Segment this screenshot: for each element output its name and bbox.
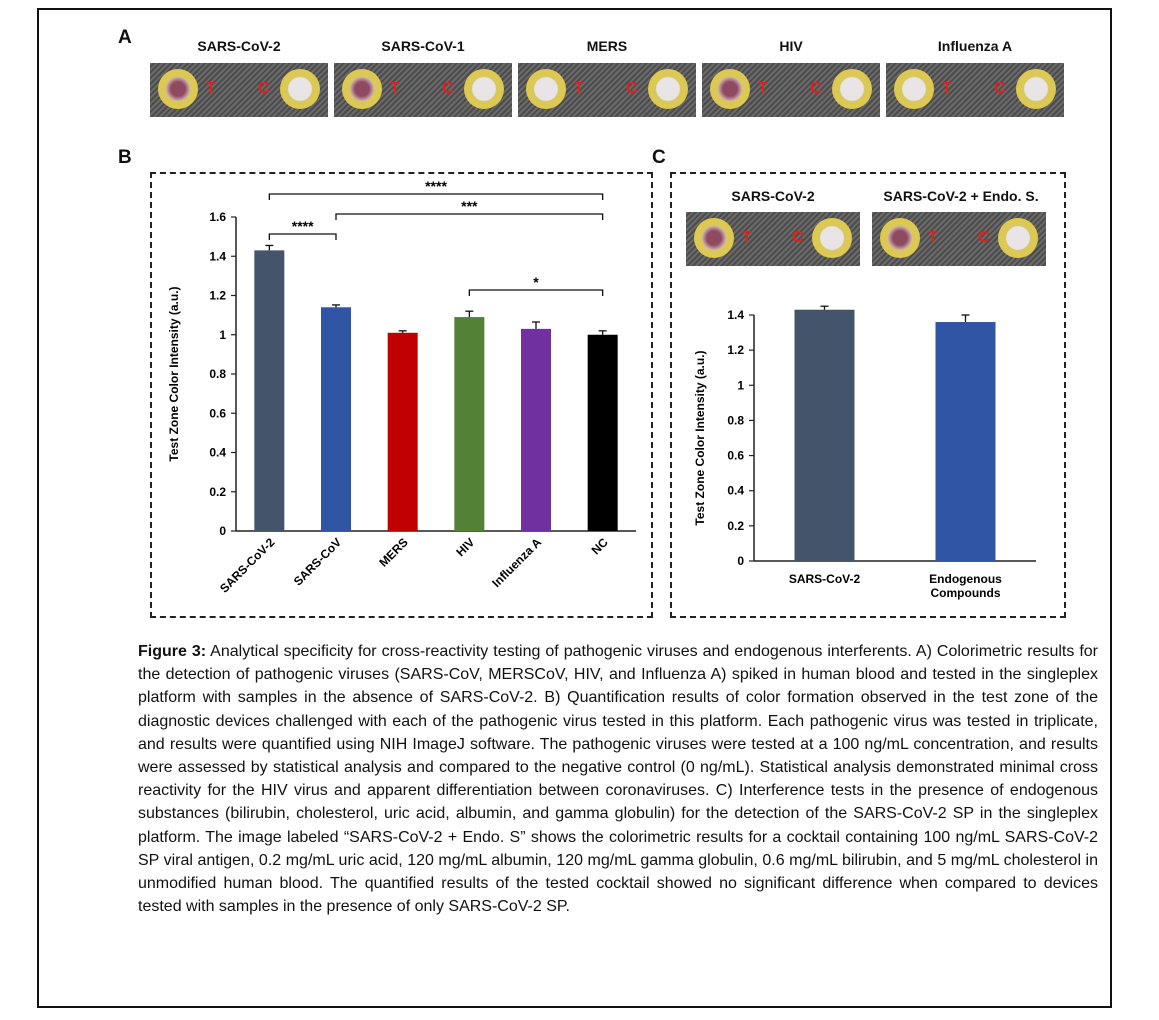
panel-b-frame bbox=[150, 172, 653, 618]
x-tick-label-influenza-a: Influenza A bbox=[489, 535, 544, 590]
device-image-mers: T C bbox=[518, 63, 696, 117]
control-letter: C bbox=[810, 80, 822, 97]
panel-c-label: C bbox=[652, 147, 666, 168]
significance-label: *** bbox=[461, 198, 478, 214]
device-image-sars-cov-2: T C bbox=[150, 63, 328, 117]
panel-b-label: B bbox=[118, 147, 132, 168]
y-tick-label: 0 bbox=[219, 524, 226, 538]
bar-sars-cov-2 bbox=[254, 250, 285, 532]
bar-sars-cov-2 bbox=[794, 309, 855, 561]
test-zone bbox=[880, 218, 920, 258]
significance-bracket bbox=[335, 213, 604, 220]
control-zone bbox=[998, 218, 1038, 258]
y-tick-label: 0.8 bbox=[727, 413, 744, 427]
y-tick-label: 0.4 bbox=[727, 484, 744, 498]
test-zone bbox=[694, 218, 734, 258]
panel-c-title-sars-cov-2: SARS-CoV-2 bbox=[731, 188, 815, 204]
significance-label: **** bbox=[425, 178, 447, 194]
y-tick-label: 0.2 bbox=[727, 519, 744, 533]
figure-caption: Figure 3: Analytical specificity for cro… bbox=[138, 640, 1098, 918]
y-tick-label: 0.6 bbox=[727, 449, 744, 463]
device-image-hiv: T C bbox=[702, 63, 880, 117]
control-letter: C bbox=[792, 229, 804, 246]
test-letter: T bbox=[758, 80, 768, 97]
figure-frame bbox=[37, 8, 1112, 1008]
control-zone bbox=[832, 69, 872, 109]
test-zone bbox=[342, 69, 382, 109]
control-letter: C bbox=[442, 80, 454, 97]
bar-mers bbox=[387, 332, 418, 531]
y-tick-label: 1.2 bbox=[727, 343, 744, 357]
y-tick-label: 1.6 bbox=[209, 210, 226, 224]
significance-bracket bbox=[268, 233, 337, 240]
y-tick-label: 0.4 bbox=[209, 446, 226, 460]
test-zone bbox=[894, 69, 934, 109]
test-letter: T bbox=[206, 80, 216, 97]
control-letter: C bbox=[258, 80, 270, 97]
significance-bracket bbox=[268, 193, 604, 200]
control-zone bbox=[280, 69, 320, 109]
control-letter: C bbox=[626, 80, 638, 97]
test-letter: T bbox=[742, 229, 752, 246]
y-tick-label: 0.8 bbox=[209, 367, 226, 381]
y-tick-label: 1 bbox=[219, 328, 226, 342]
bar-hiv bbox=[454, 317, 485, 531]
panel-c-title-endo: SARS-CoV-2 + Endo. S. bbox=[883, 188, 1039, 204]
x-tick-label-sars-cov-2: SARS-CoV-2 bbox=[789, 572, 861, 586]
y-axis-label: Test Zone Color Intensity (a.u.) bbox=[167, 286, 181, 461]
panel-a-title-hiv: HIV bbox=[779, 38, 803, 54]
significance-bracket bbox=[468, 289, 604, 296]
y-axis-label: Test Zone Color Intensity (a.u.) bbox=[693, 350, 707, 525]
panel-b-bar-chart: 0 0.2 0.4 0.6 0.8 1 1.2 1.4 1.6 Test Zone Color I… bbox=[167, 178, 636, 596]
control-letter: C bbox=[978, 229, 990, 246]
significance-label: * bbox=[533, 274, 539, 290]
panel-a-title-sars-cov-2: SARS-CoV-2 bbox=[197, 38, 281, 54]
x-tick-label-mers: MERS bbox=[376, 535, 410, 569]
test-zone bbox=[526, 69, 566, 109]
control-zone bbox=[812, 218, 852, 258]
significance-label: **** bbox=[292, 218, 314, 234]
panel-a-title-sars-cov-1: SARS-CoV-1 bbox=[381, 38, 465, 54]
device-image-sars-cov-1: T C bbox=[334, 63, 512, 117]
bar-endogenous-compounds bbox=[935, 322, 996, 561]
x-tick-label-hiv: HIV bbox=[453, 535, 477, 559]
test-letter: T bbox=[942, 80, 952, 97]
panel-c-frame bbox=[670, 172, 1066, 618]
device-image-c-sars-cov-2: T C bbox=[686, 212, 860, 266]
y-tick-label: 0.2 bbox=[209, 485, 226, 499]
x-tick-label-sars-cov-2: SARS-CoV-2 bbox=[217, 535, 278, 596]
device-image-influenza-a: T C bbox=[886, 63, 1064, 117]
y-tick-label: 1 bbox=[737, 378, 744, 392]
panel-a-title-mers: MERS bbox=[586, 38, 628, 54]
x-tick-label-endogenous-compounds: Endogenous Compounds bbox=[929, 572, 1002, 600]
test-zone bbox=[710, 69, 750, 109]
y-tick-label: 1.4 bbox=[727, 308, 744, 322]
bar-nc bbox=[587, 334, 618, 531]
test-letter: T bbox=[574, 80, 584, 97]
test-letter: T bbox=[390, 80, 400, 97]
caption-label: Figure 3: bbox=[138, 643, 207, 660]
y-tick-label: 1.2 bbox=[209, 289, 226, 303]
panel-c-bar-chart: 0 0.2 0.4 0.6 0.8 1 1.2 1.4 Test Zone Color Inte… bbox=[693, 305, 1036, 600]
panel-a-title-influenza-a: Influenza A bbox=[937, 38, 1013, 54]
x-tick-label-nc: NC bbox=[589, 535, 611, 557]
y-tick-label: 0 bbox=[737, 554, 744, 568]
panel-a-label: A bbox=[118, 27, 132, 48]
test-letter: T bbox=[928, 229, 938, 246]
x-tick-label-sars-cov: SARS-CoV bbox=[291, 535, 344, 588]
caption-text: Analytical specificity for cross-reactiv… bbox=[138, 643, 1099, 916]
y-tick-label: 0.6 bbox=[209, 406, 226, 420]
control-zone bbox=[648, 69, 688, 109]
device-image-c-endo: T C bbox=[872, 212, 1046, 266]
bar-influenza-a bbox=[521, 328, 551, 531]
test-zone bbox=[158, 69, 198, 109]
y-tick-label: 1.4 bbox=[209, 249, 226, 263]
control-zone bbox=[1016, 69, 1056, 109]
control-zone bbox=[464, 69, 504, 109]
control-letter: C bbox=[994, 80, 1006, 97]
bar-sars-cov bbox=[321, 307, 351, 531]
